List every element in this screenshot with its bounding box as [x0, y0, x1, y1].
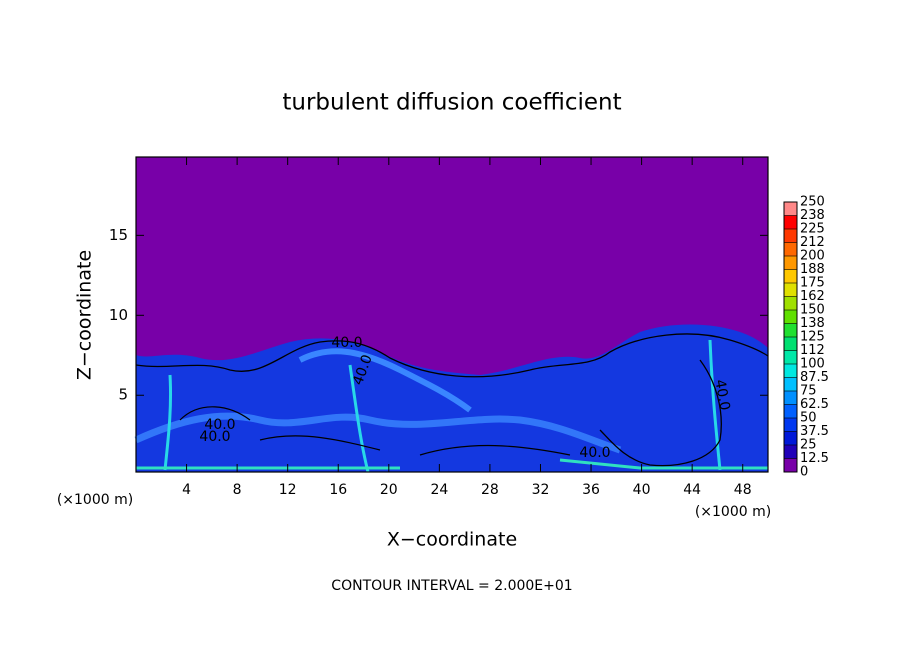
x-unit-label: (×1000 m) — [57, 492, 133, 508]
contour-label: 40.0 — [199, 429, 230, 445]
colorbar-label: 25 — [800, 438, 817, 453]
colorbar-label: 87.5 — [800, 370, 829, 385]
colorbar-label: 250 — [800, 195, 825, 210]
chart-title: turbulent diffusion coefficient — [282, 90, 621, 116]
x-tick-label: 16 — [329, 482, 347, 498]
colorbar-segment — [784, 256, 797, 270]
x-tick-label: 48 — [734, 482, 752, 498]
x-tick-label: 36 — [582, 482, 600, 498]
colorbar-segment — [784, 418, 797, 432]
colorbar-label: 12.5 — [800, 451, 829, 466]
colorbar-segment — [784, 364, 797, 378]
colorbar-segment — [784, 296, 797, 310]
contour-line — [135, 333, 769, 378]
colorbar-segment — [784, 310, 797, 324]
colorbar-segment — [784, 431, 797, 445]
x-tick-label: 28 — [481, 482, 499, 498]
y-tick-label: 15 — [109, 226, 128, 244]
colorbar-label: 138 — [800, 316, 825, 331]
x-tick-label: 12 — [279, 482, 297, 498]
colorbar-label: 37.5 — [800, 424, 829, 439]
colorbar-label: 225 — [800, 222, 825, 237]
field-streak — [136, 458, 768, 470]
colorbar-segment — [784, 350, 797, 364]
plot-frame — [135, 156, 769, 473]
colorbar-segment — [784, 269, 797, 283]
x-tick-label: 24 — [430, 482, 448, 498]
colorbar-label: 150 — [800, 303, 825, 318]
colorbar-segment — [784, 323, 797, 337]
colorbar-label: 212 — [800, 235, 825, 250]
colorbar-segment — [784, 229, 797, 243]
colorbar-label: 125 — [800, 330, 825, 345]
colorbar-segment — [784, 391, 797, 405]
x-tick-label: 4 — [182, 482, 191, 498]
field-streak — [298, 348, 472, 413]
x-unit-label: (×1000 m) — [695, 504, 771, 520]
field: 40.0 40.0 40.0 40.0 40.0 40.0 — [134, 157, 769, 473]
y-axis-label: Z−coordinate — [74, 250, 96, 380]
contour-label: 40.0 — [711, 378, 732, 411]
colorbar-label: 188 — [800, 262, 825, 277]
colorbar-segment — [784, 242, 797, 256]
x-tick-label: 44 — [683, 482, 701, 498]
x-axis-label: X−coordinate — [387, 529, 517, 551]
colorbar-label: 75 — [800, 384, 817, 399]
x-tick-label: 32 — [532, 482, 550, 498]
contour-label: 40.0 — [331, 335, 362, 351]
x-tick-label: 8 — [233, 482, 242, 498]
colorbar-segment — [784, 377, 797, 391]
x-tick-label: 40 — [633, 482, 651, 498]
colorbar-label: 175 — [800, 276, 825, 291]
y-tick-label: 5 — [118, 386, 128, 404]
colorbar-segment — [784, 215, 797, 229]
colorbar-segment — [784, 404, 797, 418]
colorbar-segment — [784, 445, 797, 459]
colorbar-label: 0 — [800, 465, 808, 480]
colorbar-label: 62.5 — [800, 397, 829, 412]
footnote: CONTOUR INTERVAL = 2.000E+01 — [331, 578, 572, 594]
x-tick-label: 20 — [380, 482, 398, 498]
colorbar-segment — [784, 283, 797, 297]
field-streak — [163, 339, 722, 473]
colorbar-label: 238 — [800, 208, 825, 223]
contour-line — [179, 406, 571, 456]
colorbar-label: 200 — [800, 249, 825, 264]
colorbar-label: 162 — [800, 289, 825, 304]
colorbar-segment — [784, 337, 797, 351]
contour-label: 40.0 — [579, 445, 610, 461]
colorbar-label: 100 — [800, 357, 825, 372]
colorbar-segment — [784, 202, 797, 216]
contour-label: 40.0 — [204, 417, 235, 433]
colorbar-segment — [784, 458, 797, 472]
colorbar-label: 112 — [800, 343, 825, 358]
colorbar-label: 50 — [800, 411, 817, 426]
y-tick-label: 10 — [109, 306, 128, 324]
contour-line — [599, 359, 722, 467]
field-streak — [134, 412, 622, 454]
